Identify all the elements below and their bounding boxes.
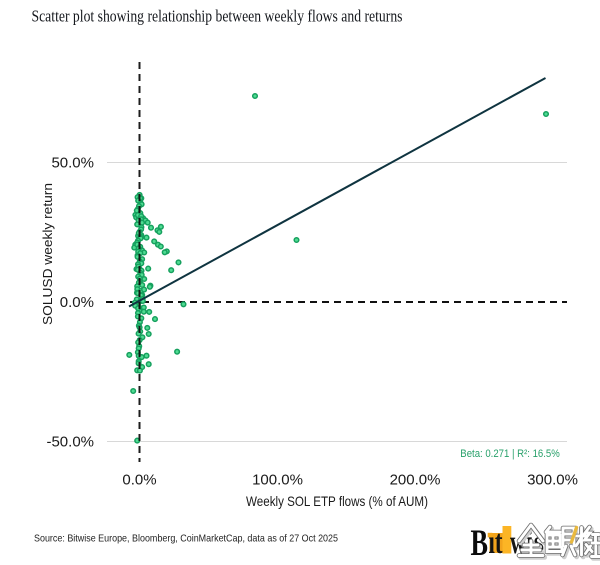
svg-text:Beta: 0.271 | R²: 16.5%: Beta: 0.271 | R²: 16.5%: [460, 448, 560, 460]
svg-text:300.0%: 300.0%: [527, 472, 578, 489]
svg-text:SOLUSD weekly return: SOLUSD weekly return: [41, 183, 55, 325]
svg-text:50.0%: 50.0%: [51, 155, 94, 172]
svg-text:Weekly SOL ETP flows (% of AUM: Weekly SOL ETP flows (% of AUM): [246, 493, 428, 509]
svg-text:ıt: ıt: [489, 524, 503, 561]
svg-text:Scatter plot showing relations: Scatter plot showing relationship betwee…: [32, 7, 403, 26]
svg-text:100.0%: 100.0%: [252, 472, 303, 489]
svg-text:0.0%: 0.0%: [122, 472, 156, 489]
svg-text:0.0%: 0.0%: [60, 294, 94, 311]
svg-text:200.0%: 200.0%: [390, 472, 441, 489]
svg-text:-50.0%: -50.0%: [46, 434, 94, 451]
svg-text:Source: Bitwise Europe, Bloomb: Source: Bitwise Europe, Bloomberg, CoinM…: [34, 533, 338, 545]
svg-text:B: B: [471, 523, 489, 564]
